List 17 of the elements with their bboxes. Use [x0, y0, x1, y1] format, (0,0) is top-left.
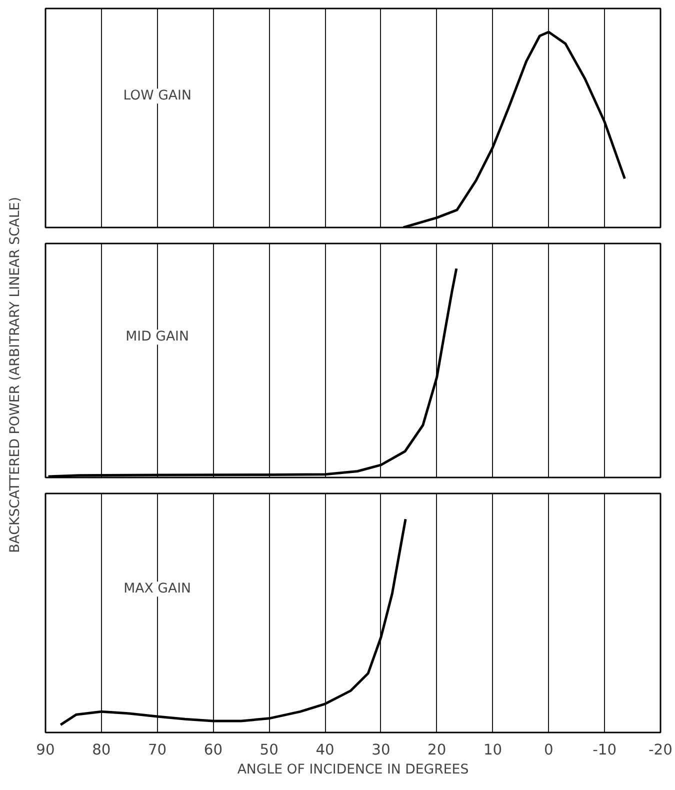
annotation: MAX GAIN	[124, 582, 191, 597]
x-tick-label: 0	[544, 742, 554, 758]
x-tick-label: 80	[92, 742, 111, 758]
annotation: MID GAIN	[126, 330, 189, 345]
annotation: LOW GAIN	[123, 88, 192, 104]
x-tick-label: -10	[592, 742, 617, 758]
x-axis-title: ANGLE OF INCIDENCE IN DEGREES	[237, 762, 469, 778]
x-tick-label: 20	[428, 742, 446, 758]
x-tick-label: 90	[36, 742, 55, 758]
x-tick-label: 60	[204, 742, 223, 758]
x-tick-label: 30	[372, 742, 390, 758]
x-tick-label: 40	[316, 742, 334, 758]
x-tick-label: -20	[648, 742, 672, 758]
y-axis-title: BACKSCATTERED POWER (ARBITRARY LINEAR SCALE)	[8, 196, 23, 553]
x-tick-label: 50	[260, 742, 278, 758]
x-tick-label: 70	[148, 742, 167, 758]
x-tick-label: 10	[483, 742, 502, 758]
